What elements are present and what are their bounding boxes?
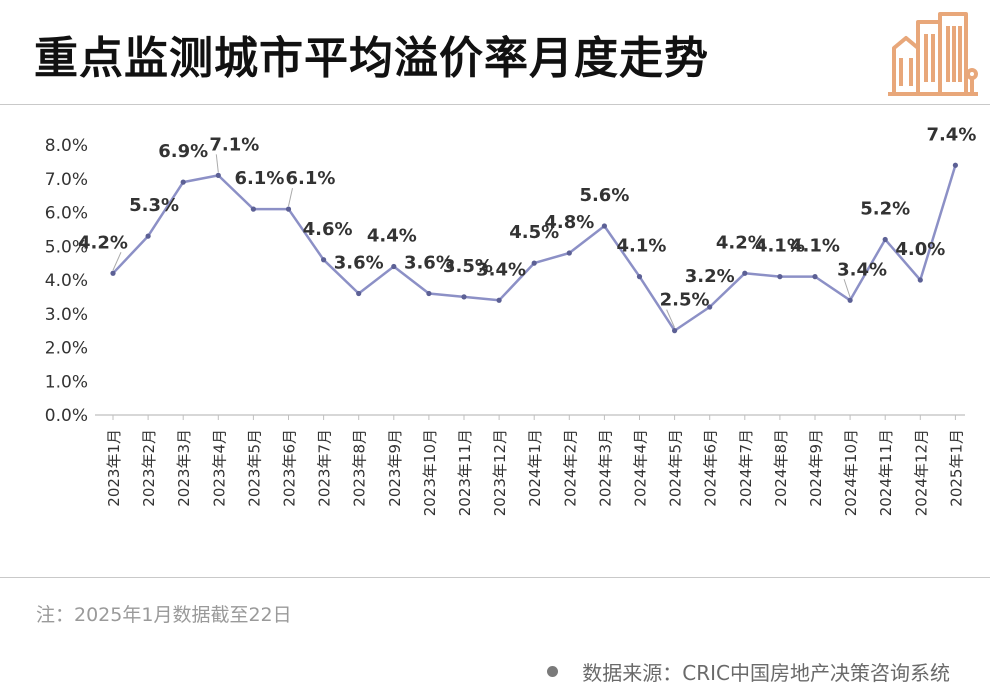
data-label: 3.2% [685, 266, 735, 287]
y-tick-label: 5.0% [45, 237, 88, 257]
data-label: 6.1% [234, 168, 284, 189]
x-tick-label: 2023年3月 [175, 429, 193, 507]
x-tick-label: 2024年12月 [912, 429, 930, 516]
data-point [391, 263, 397, 270]
data-point [847, 297, 853, 303]
x-tick-label: 2023年5月 [245, 429, 263, 507]
x-tick-label: 2024年7月 [737, 429, 755, 507]
label-leader-line [288, 188, 293, 207]
data-point [215, 172, 221, 178]
x-tick-label: 2024年9月 [807, 429, 825, 507]
data-point [742, 270, 748, 276]
data-point [566, 250, 572, 256]
data-note: 注：2025年1月数据截至22日 [36, 604, 292, 626]
label-leader-line [843, 279, 851, 298]
data-label: 7.4% [926, 124, 976, 145]
x-tick-label: 2023年11月 [456, 429, 474, 516]
data-label: 4.2% [716, 232, 766, 253]
data-point [636, 274, 643, 280]
data-source-text: 数据来源：CRIC中国房地产决策咨询系统 [582, 661, 950, 685]
data-point [531, 260, 537, 266]
data-point [426, 290, 432, 297]
x-tick-label: 2023年4月 [210, 429, 228, 507]
label-leader-line [215, 154, 219, 173]
x-tick-label: 2024年4月 [632, 429, 650, 507]
data-label: 3.4% [476, 259, 526, 280]
footer-divider [0, 577, 990, 578]
data-point [707, 304, 713, 310]
data-point [777, 274, 783, 280]
data-point [461, 294, 467, 300]
x-tick-label: 2024年11月 [877, 429, 895, 516]
data-point [601, 223, 608, 229]
data-label: 4.6% [303, 219, 353, 240]
y-tick-label: 3.0% [45, 305, 88, 325]
premium-rate-line-chart: 0.0% 1.0% 2.0% 3.0% 4.0% 5.0% 6.0% 7.0% 8.0% 202… [45, 124, 977, 516]
x-tick-label: 2024年6月 [702, 429, 720, 507]
label-leader-line [666, 309, 676, 328]
x-tick-label: 2024年8月 [772, 429, 790, 507]
data-label: 4.0% [895, 239, 945, 260]
data-point [321, 257, 327, 263]
data-label: 5.3% [129, 195, 179, 216]
x-tick-label: 2023年8月 [351, 429, 369, 507]
data-label: 4.1% [755, 236, 805, 257]
x-tick-label: 2024年2月 [561, 429, 579, 507]
data-label: 3.6% [404, 253, 454, 274]
data-point [917, 277, 923, 283]
x-tick-label: 2023年9月 [386, 429, 404, 507]
data-point [812, 274, 818, 280]
y-tick-label: 6.0% [45, 204, 88, 224]
data-source: 数据来源：CRIC中国房地产决策咨询系统 [547, 657, 950, 686]
y-tick-label: 1.0% [45, 372, 88, 392]
data-point [672, 328, 678, 334]
data-point [145, 233, 151, 239]
x-tick-label: 2024年5月 [667, 429, 685, 507]
data-label: 5.6% [579, 185, 629, 206]
x-tick-label: 2023年2月 [140, 429, 158, 507]
data-label: 5.2% [860, 199, 910, 220]
x-tick-label: 2023年6月 [281, 429, 299, 507]
data-label: 7.1% [209, 134, 259, 155]
data-label: 6.9% [158, 141, 208, 162]
data-label: 4.2% [78, 232, 128, 253]
y-tick-label: 2.0% [45, 339, 88, 359]
x-tick-label: 2023年7月 [316, 429, 334, 507]
y-tick-label: 8.0% [45, 136, 88, 156]
x-tick-label: 2023年12月 [491, 429, 509, 516]
data-label: 3.5% [443, 256, 493, 277]
data-label: 4.4% [367, 226, 417, 247]
data-point [952, 162, 959, 168]
data-label: 4.5% [509, 222, 559, 243]
data-point [882, 236, 888, 243]
y-tick-label: 7.0% [45, 170, 88, 190]
data-label: 4.8% [544, 212, 594, 233]
x-tick-label: 2024年1月 [526, 429, 544, 507]
data-point [496, 297, 502, 303]
data-point [180, 179, 186, 185]
data-label: 4.1% [790, 236, 840, 257]
x-tick-label: 2023年1月 [105, 429, 123, 507]
data-point [110, 270, 116, 276]
data-label: 4.1% [617, 236, 667, 257]
y-tick-label: 4.0% [45, 271, 88, 291]
data-label: 2.5% [660, 290, 710, 311]
x-tick-label: 2024年3月 [596, 429, 614, 507]
data-point [285, 206, 292, 212]
label-leader-line [112, 252, 122, 271]
bullet-dot-icon [547, 666, 559, 677]
page-title: 重点监测城市平均溢价率月度走势 [34, 33, 709, 84]
x-tick-label: 2025年1月 [947, 429, 965, 507]
y-tick-label: 0.0% [45, 406, 88, 426]
data-label: 3.6% [334, 253, 384, 274]
header-divider [0, 104, 990, 105]
data-label: 3.4% [837, 259, 887, 280]
x-tick-label: 2024年10月 [842, 429, 860, 516]
data-point [250, 206, 256, 212]
data-point [356, 290, 362, 297]
x-tick-label: 2023年10月 [421, 429, 439, 516]
city-buildings-icon [888, 12, 978, 96]
data-label: 6.1% [286, 168, 336, 189]
